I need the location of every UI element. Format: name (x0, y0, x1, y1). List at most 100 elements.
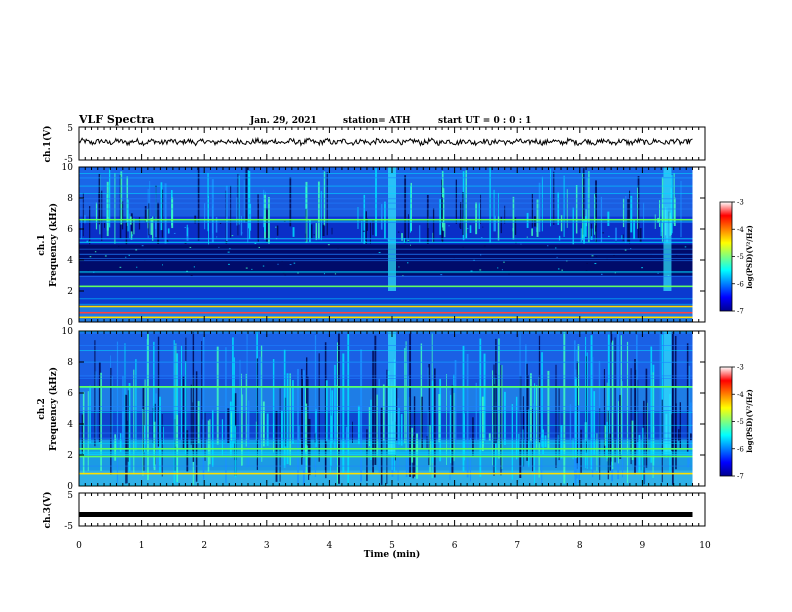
spectrogram-streak (498, 338, 500, 459)
spectrogram-streak (467, 228, 469, 230)
spectrogram-streak (585, 270, 588, 272)
spectrogram-streak (613, 254, 615, 256)
y-tick-label: 4 (67, 420, 73, 430)
spectrogram-streak (646, 402, 648, 456)
spectrogram-streak (318, 353, 320, 462)
spectrogram-streak (594, 263, 597, 265)
spectrogram-streak (550, 168, 551, 227)
spectrogram-streak (254, 242, 257, 244)
spectrogram-streak (602, 232, 605, 234)
spectrogram-streak (500, 364, 502, 476)
spectrogram-streak (159, 396, 161, 473)
spectrogram-streak (309, 220, 311, 243)
spectrogram-bright-line (79, 455, 693, 458)
x-tick-label: 6 (452, 541, 458, 551)
spectrogram-streak (180, 345, 183, 440)
spectrogram-streak (658, 200, 661, 227)
spectrogram-streak (144, 205, 147, 223)
spectrogram-streak (556, 256, 558, 258)
spectrogram-streak (145, 220, 148, 222)
spectrogram-streak (498, 192, 499, 224)
spectrogram-line (79, 238, 693, 240)
spectrogram-streak (446, 374, 447, 466)
spectrogram-streak (157, 202, 160, 245)
spectrogram-streak (500, 216, 502, 234)
spectrogram-streak (192, 331, 195, 462)
spectrogram-streak (302, 370, 305, 486)
spectrogram-streak (527, 375, 529, 441)
spectrogram-streak (216, 236, 218, 238)
spectrogram-streak (600, 273, 603, 275)
spectrogram-streak (494, 215, 497, 232)
spectrogram-streak (308, 419, 311, 476)
spectrogram-streak (470, 270, 473, 272)
spectrogram-streak (241, 232, 243, 234)
spectrogram-streak (94, 251, 97, 253)
spectrogram-streak (504, 391, 506, 445)
spectrogram-streak (535, 385, 538, 448)
spectrogram-streak (130, 231, 133, 240)
spectrogram-streak (236, 197, 238, 226)
spectrogram-streak (590, 335, 593, 470)
spectrogram-streak (526, 236, 528, 238)
spectrogram-streak (184, 242, 187, 244)
spectrogram-streak (410, 182, 412, 232)
spectrogram-streak (209, 419, 211, 465)
spectrogram-line (79, 271, 693, 272)
spectrogram-streak (398, 266, 400, 268)
spectrogram-line (79, 221, 693, 223)
spectrogram-streak (674, 335, 677, 456)
spectrogram-streak (289, 373, 291, 466)
spectrogram-streak (142, 386, 145, 471)
spectrogram-line (79, 241, 693, 243)
spectrogram-line (79, 237, 693, 239)
spectrogram-line (79, 361, 693, 363)
spectrogram-streak (204, 412, 206, 461)
spectrogram-streak (366, 218, 368, 232)
spectrogram-streak (378, 378, 380, 474)
spectrogram-streak (151, 216, 154, 241)
spectrogram-streak (608, 235, 610, 237)
spectrogram-streak (142, 408, 144, 476)
spectrogram-streak (522, 396, 524, 456)
spectrogram-streak (135, 359, 137, 451)
spectrogram-streak (618, 401, 619, 464)
spectrogram-streak (420, 343, 423, 448)
spectrogram-line (79, 276, 693, 277)
spectrogram-streak (161, 189, 164, 238)
spectrogram-streak (133, 218, 135, 235)
spectrogram-streak (95, 202, 98, 230)
spectrogram-streak (675, 254, 678, 256)
spectrogram-streak (544, 435, 547, 448)
spectrogram-streak (553, 171, 555, 225)
spectrogram-streak (482, 226, 484, 228)
spectrogram-streak (230, 185, 232, 238)
spectrogram-streak (426, 436, 428, 449)
spectrogram-streak (689, 402, 692, 450)
spectrogram-streak (89, 256, 92, 258)
spectrogram-streak (162, 426, 164, 445)
spectrogram-streak (184, 361, 187, 455)
ch3-voltage-panel: 5 -5 ch.3(V) (42, 491, 706, 532)
spectrogram-streak (305, 181, 308, 243)
ch3-voltage-ylabel: ch.3(V) (42, 492, 53, 529)
spectrogram-line (79, 442, 693, 444)
spectrogram-streak (243, 180, 245, 224)
spectrogram-streak (459, 223, 461, 228)
spectrogram-streak (465, 170, 467, 239)
spectrogram-streak (186, 430, 189, 472)
spectrogram-streak (327, 244, 330, 246)
spectrogram-streak (334, 273, 337, 275)
spectrogram-streak (441, 197, 443, 222)
spectrogram-streak (405, 341, 407, 451)
spectrogram-streak (207, 172, 209, 232)
spectrogram-streak (237, 173, 239, 236)
spectrogram-line (79, 452, 693, 454)
spectrogram-streak (637, 176, 640, 239)
spectrogram-line (79, 173, 693, 174)
spectrogram-bright-line (79, 386, 693, 388)
spectrogram-streak (161, 414, 163, 477)
spectrogram-streak (620, 335, 622, 455)
spectrogram-line (79, 406, 693, 407)
